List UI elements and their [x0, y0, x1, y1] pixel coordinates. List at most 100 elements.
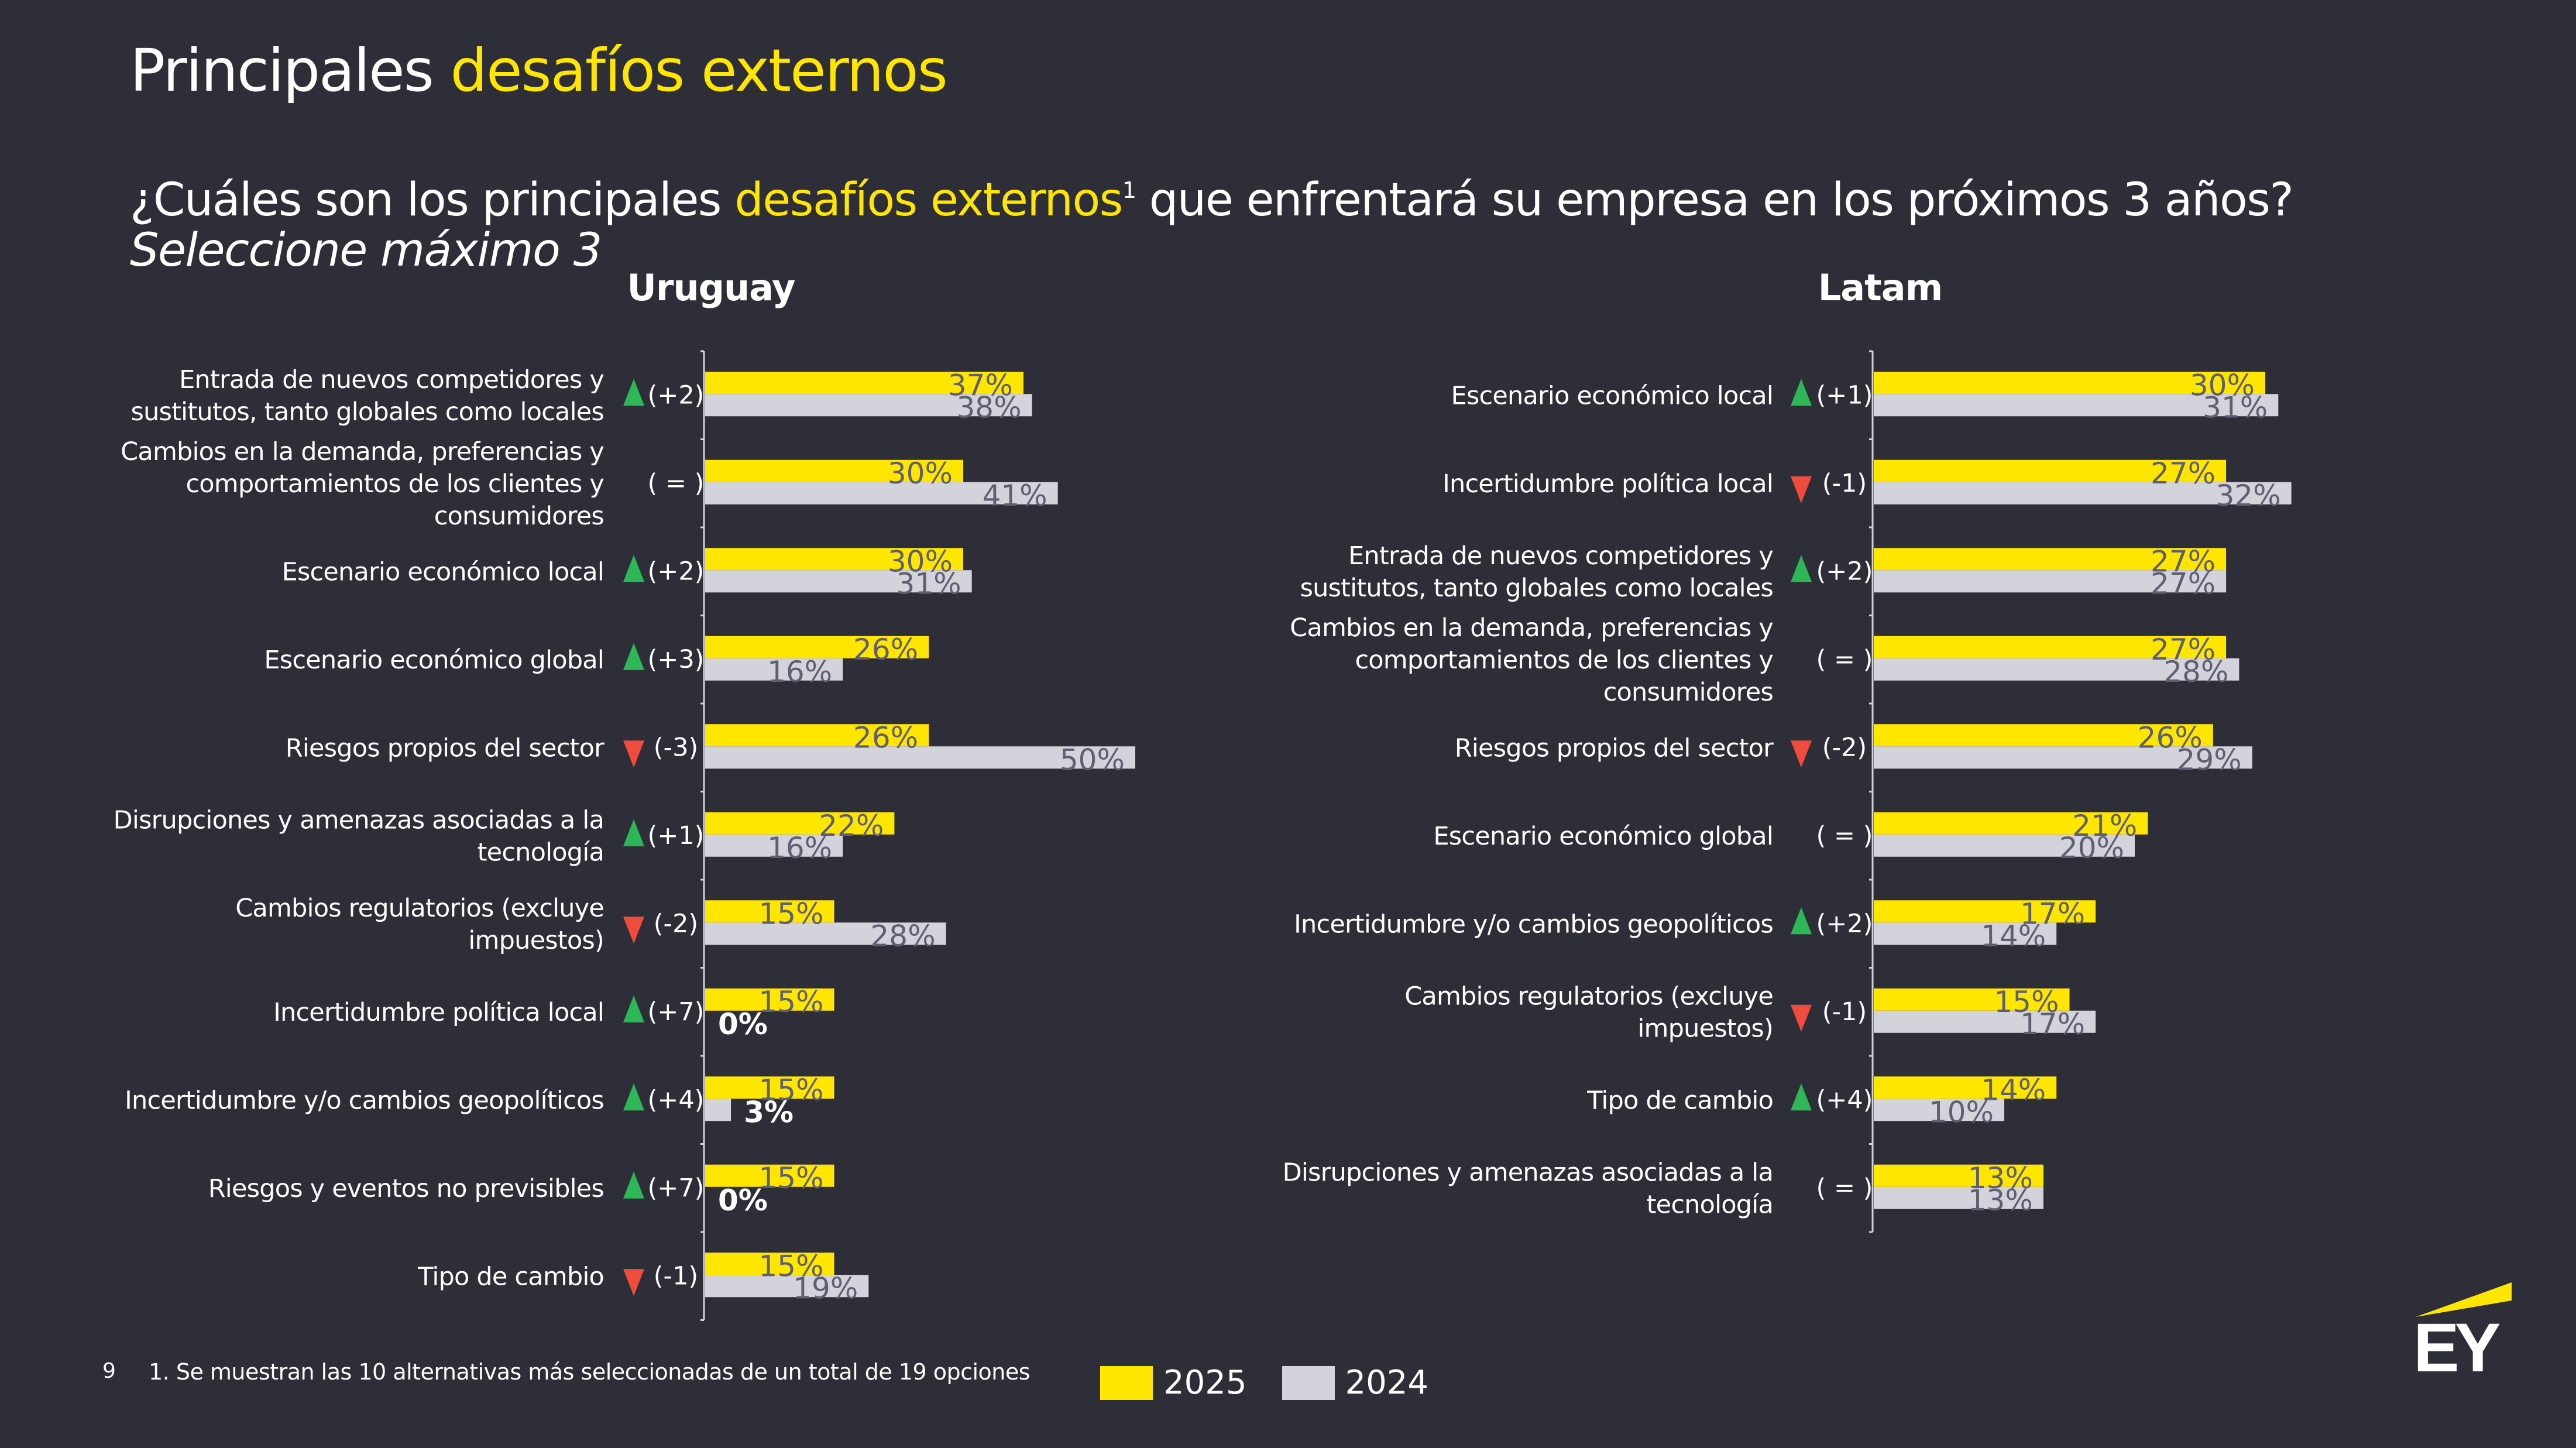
bar-2024 — [705, 658, 843, 681]
title-part-highlight: desafíos externos — [450, 36, 948, 105]
rank-change-label: (-1) — [1822, 997, 1867, 1027]
category-label-line: Entrada de nuevos competidores y — [1348, 541, 1773, 571]
category-label: Disrupciones y amenazas asociadas a la te… — [1283, 1158, 1773, 1219]
rank-change-label: (+1) — [1816, 380, 1873, 410]
value-label-2024: 31% — [2203, 390, 2268, 424]
rank-change-label: (+4) — [1816, 1085, 1873, 1114]
up-arrow-icon — [1791, 555, 1812, 582]
up-arrow-icon — [1791, 907, 1812, 935]
value-label-2024: 16% — [767, 831, 832, 865]
category-label-line: Riesgos y eventos no previsibles — [208, 1174, 604, 1203]
up-arrow-icon — [623, 1171, 644, 1199]
category-label: Incertidumbre y/o cambios geopolíticos — [1294, 910, 1773, 939]
bar-2025 — [1874, 459, 2227, 482]
down-arrow-icon — [1791, 476, 1812, 503]
rank-change-label: (-1) — [654, 1261, 698, 1291]
category-label-line: Cambios en la demanda, preferencias y — [1290, 613, 1773, 643]
bar-2025 — [705, 459, 963, 482]
value-label-2025: 27% — [2151, 544, 2216, 578]
rank-change-label: ( = ) — [1816, 821, 1873, 850]
ey-logo-beam — [2416, 1282, 2512, 1317]
subtitle-instruction: Seleccione máximo 3 — [130, 224, 602, 277]
category-label-line: comportamientos de los clientes y — [186, 469, 604, 499]
bar-2024 — [1874, 922, 2057, 945]
value-label-2025: 27% — [2151, 457, 2216, 490]
category-label-line: Tipo de cambio — [1586, 1086, 1773, 1115]
category-label-line: Cambios en la demanda, preferencias y — [121, 437, 604, 466]
question-subtitle: ¿Cuáles son los principales desafíos ext… — [130, 165, 2294, 277]
legend-item-2025: 2025 — [1100, 1364, 1247, 1402]
category-label-line: impuestos) — [1637, 1014, 1773, 1043]
value-label-2024: 3% — [744, 1095, 794, 1129]
bar-2025 — [1874, 548, 2227, 571]
value-label-2025: 22% — [819, 809, 884, 843]
category-label-line: sustitutos, tanto globales como locales — [1300, 574, 1773, 603]
title-part-white: Principales — [130, 36, 451, 105]
ey-logo-text: EY — [2413, 1309, 2500, 1387]
category-label-line: impuestos) — [468, 926, 604, 955]
value-label-2024: 10% — [1929, 1095, 1994, 1129]
value-label-2025: 15% — [758, 1073, 823, 1107]
bar-2025 — [1874, 1076, 2057, 1099]
value-label-2025: 15% — [758, 985, 823, 1019]
bar-2024 — [1874, 1186, 2043, 1209]
value-label-2024: 16% — [767, 655, 832, 689]
down-arrow-icon — [623, 1269, 644, 1296]
bar-2024 — [1874, 394, 2279, 417]
category-label-line: Escenario económico global — [1433, 822, 1773, 851]
value-label-2024: 41% — [983, 479, 1047, 513]
legend-item-2024: 2024 — [1282, 1364, 1428, 1402]
value-label-2024: 17% — [2020, 1007, 2085, 1041]
uruguay-bar-chart: 37%38% Entrada de nuevos competidores y su… — [114, 350, 1135, 1321]
value-label-2025: 14% — [1981, 1073, 2046, 1107]
subtitle-part3: que enfrentará su empresa en los próximo… — [1135, 174, 2294, 227]
value-label-2025: 15% — [758, 1249, 823, 1283]
up-arrow-icon — [623, 1083, 644, 1111]
category-label: Escenario económico global — [1433, 822, 1773, 851]
category-label: Escenario económico local — [1451, 381, 1774, 410]
chart-title-latam: Latam — [1818, 266, 1943, 309]
category-label: Entrada de nuevos competidores y sustitut… — [130, 365, 604, 427]
ey-logo: EY — [2413, 1282, 2512, 1387]
bar-2024 — [705, 922, 946, 945]
rank-change-label: (+2) — [1816, 909, 1873, 938]
value-label-2024: 28% — [2163, 655, 2228, 689]
value-label-2024: 19% — [793, 1271, 858, 1305]
bar-2024 — [705, 1099, 731, 1121]
bar-2025 — [1874, 900, 2096, 923]
category-label-line: Disrupciones y amenazas asociadas a la — [114, 805, 604, 835]
bar-2024 — [1874, 746, 2252, 769]
bar-2024 — [1874, 1099, 2004, 1121]
bar-2024 — [705, 746, 1135, 769]
category-label-line: Disrupciones y amenazas asociadas a la — [1283, 1158, 1773, 1187]
value-label-2024: 31% — [897, 567, 961, 601]
value-label-2025: 37% — [948, 368, 1013, 402]
value-label-2025: 30% — [888, 544, 953, 578]
down-arrow-icon — [1791, 740, 1812, 768]
bar-2025 — [1874, 1164, 2043, 1187]
rank-change-label: ( = ) — [1816, 645, 1873, 674]
up-arrow-icon — [1791, 379, 1812, 406]
value-label-2025: 27% — [2151, 633, 2216, 667]
bar-2024 — [1874, 834, 2135, 857]
value-label-2025: 30% — [2190, 368, 2255, 402]
value-label-2024: 14% — [1981, 919, 2046, 953]
bar-2024 — [1874, 1010, 2096, 1033]
value-label-2024: 28% — [870, 919, 935, 953]
category-label: Entrada de nuevos competidores y sustitut… — [1300, 541, 1773, 603]
rank-change-label: (+1) — [648, 821, 705, 850]
value-label-2024: 20% — [2059, 831, 2124, 865]
category-label-line: Entrada de nuevos competidores y — [179, 365, 604, 394]
rank-change-label: (+2) — [648, 380, 705, 410]
category-label: Cambios regulatorios (excluye impuestos) — [235, 894, 604, 955]
category-label-line: Cambios regulatorios (excluye — [235, 894, 604, 923]
value-label-2024: 38% — [956, 390, 1021, 424]
category-label-line: Riesgos propios del sector — [286, 733, 604, 763]
rank-change-label: (+4) — [648, 1085, 705, 1114]
category-label: Cambios en la demanda, preferencias y com… — [1290, 613, 1773, 707]
category-label-line: comportamientos de los clientes y — [1355, 646, 1773, 675]
bar-2025 — [705, 372, 1023, 394]
bar-2024 — [705, 834, 843, 857]
value-label-2024: 27% — [2151, 567, 2216, 601]
value-label-2024: 32% — [2216, 479, 2280, 513]
